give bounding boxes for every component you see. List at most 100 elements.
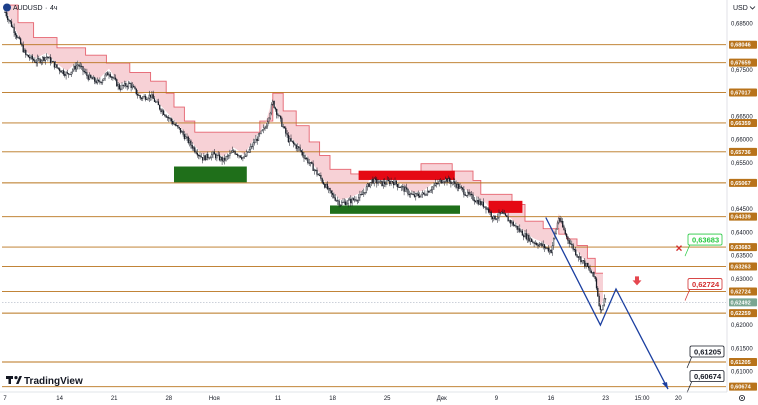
candle-body [439,179,442,182]
level-price-tag [729,40,757,49]
candle-body [480,200,482,205]
candle-body [212,151,214,155]
candle-body [207,153,209,159]
candle-body [229,153,231,156]
candle-body [380,180,382,182]
candle-body [411,193,413,195]
candle-body [376,179,378,184]
candle-body [196,153,199,156]
candle-body [363,192,365,195]
currency-chevron-down-icon[interactable] [749,6,756,10]
demand-zone [174,166,247,183]
candle-body [30,55,32,59]
candle-body [62,70,65,75]
candle-body [342,201,344,203]
y-tick-label: 0,66500 [731,114,753,120]
candle-body [489,211,491,213]
currency-label[interactable]: USD [733,5,748,12]
candle-body [481,201,483,205]
candle-body [433,185,435,188]
candle-body [451,182,453,184]
candle-body [594,276,596,279]
candle-body [331,193,334,195]
candle-body [542,244,544,247]
candle-body [589,267,591,272]
candle-body [27,54,30,58]
candle-body [19,38,22,44]
candle-body [300,150,303,153]
candle-body [190,140,192,146]
candle-body [458,184,460,189]
candle-body [90,74,92,78]
candle-body [183,134,186,139]
candle-body [555,228,557,234]
candle-body [195,151,197,154]
candle-body [529,238,531,242]
candle-body [586,263,589,267]
candle-body [361,193,364,195]
candle-body [56,64,58,68]
candle-body [221,157,223,162]
candle-body [399,186,401,188]
candle-body [559,218,561,222]
zones [174,166,523,214]
annotation-label: 0,62724 [692,280,720,289]
candle-body [498,212,500,218]
candle-body [452,181,455,183]
x-tick-label: Ноя [209,396,220,402]
candle-body [101,80,104,83]
candle-body [131,85,134,88]
candle-body [417,193,420,197]
candle-body [560,221,563,223]
candle-body [203,155,205,161]
candle-body [51,61,53,63]
candle-body [21,43,23,46]
candle-body [192,147,195,149]
settings-icon[interactable] [739,394,746,401]
candle-body [460,186,462,188]
candle-body [77,64,79,66]
candle-body [161,110,163,113]
candle-body [6,15,9,20]
candle-body [390,181,392,185]
candle-body [70,71,72,75]
candle-body [264,127,266,129]
candle-body [575,249,577,255]
candle-body [147,98,149,100]
candle-body [35,62,37,64]
level-price-label: 0,68046 [731,43,751,49]
candle-body [478,200,481,205]
candle-body [84,71,87,73]
candle-body [421,192,423,196]
candle-body [113,77,115,79]
candle-body [543,244,546,248]
candle-body [179,128,182,133]
candle-body [260,130,262,134]
candle-body [79,65,82,67]
candle-body [114,77,117,80]
candle-body [309,161,312,164]
candle-body [61,70,63,73]
candle-body [400,186,403,188]
candle-body [547,247,550,252]
interval-label[interactable]: 4ч [50,5,58,12]
candle-body [558,218,560,224]
candle-body [82,66,84,72]
interval-separator: · [45,5,47,12]
candle-body [351,198,353,204]
level-price-tag [729,58,757,67]
candle-body [459,186,461,189]
supply-zone [488,200,523,213]
candle-body [403,186,405,192]
candle-body [461,187,464,190]
candle-body [99,81,101,83]
candle-body [78,64,80,67]
candle-body [584,260,586,267]
candle-body [602,304,604,311]
candle-body [95,81,97,84]
candle-body [290,138,292,142]
symbol-label[interactable]: AUDUSD [13,5,43,12]
candle-body [422,192,425,195]
y-tick-label: 0,65500 [731,161,753,167]
